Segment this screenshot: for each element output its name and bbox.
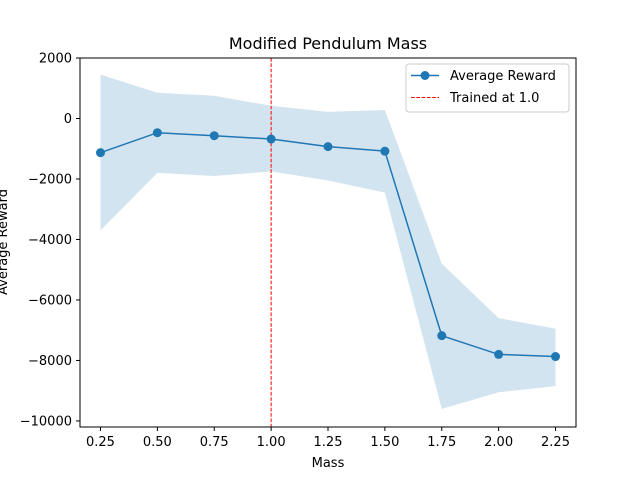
data-point [380,146,390,156]
y-tick-label: 0 [64,112,72,127]
y-axis-title: Average Reward [0,189,11,295]
x-tick-label: 0.25 [86,435,115,450]
y-tick-label: 2000 [39,52,72,67]
y-tick-label: −10000 [20,414,72,429]
x-tick-label: 0.50 [143,435,172,450]
x-tick-label: 1.25 [314,435,343,450]
data-point [323,142,333,152]
data-point [551,352,561,362]
data-point [95,148,105,158]
x-tick-label: 2.25 [541,435,570,450]
legend-reference-label: Trained at 1.0 [449,91,539,106]
chart-title: Modified Pendulum Mass [229,34,427,53]
plot-area [95,58,561,427]
y-tick-label: −4000 [28,233,72,248]
x-axis: 0.25 0.50 0.75 1.00 1.25 1.50 1.75 2.00 2.25 [86,427,570,450]
y-tick-label: −8000 [28,354,72,369]
y-tick-label: −6000 [28,293,72,308]
std-band [100,74,556,409]
x-tick-label: 1.50 [370,435,399,450]
data-point [494,349,504,359]
x-axis-title: Mass [312,456,345,471]
data-point [152,128,162,138]
legend-series-label: Average Reward [450,69,556,84]
x-tick-label: 1.00 [257,435,286,450]
y-axis: −10000 −8000 −6000 −4000 −2000 0 2000 [20,52,80,429]
x-tick-label: 1.75 [427,435,456,450]
legend-box [405,63,570,113]
data-markers [95,128,561,362]
data-point [209,131,219,141]
data-point [266,134,276,144]
x-tick-label: 2.00 [484,435,513,450]
legend: Average Reward Trained at 1.0 [405,63,570,113]
y-tick-label: −2000 [28,172,72,187]
data-point [437,331,447,341]
x-tick-label: 0.75 [200,435,229,450]
legend-series-marker [420,71,430,80]
